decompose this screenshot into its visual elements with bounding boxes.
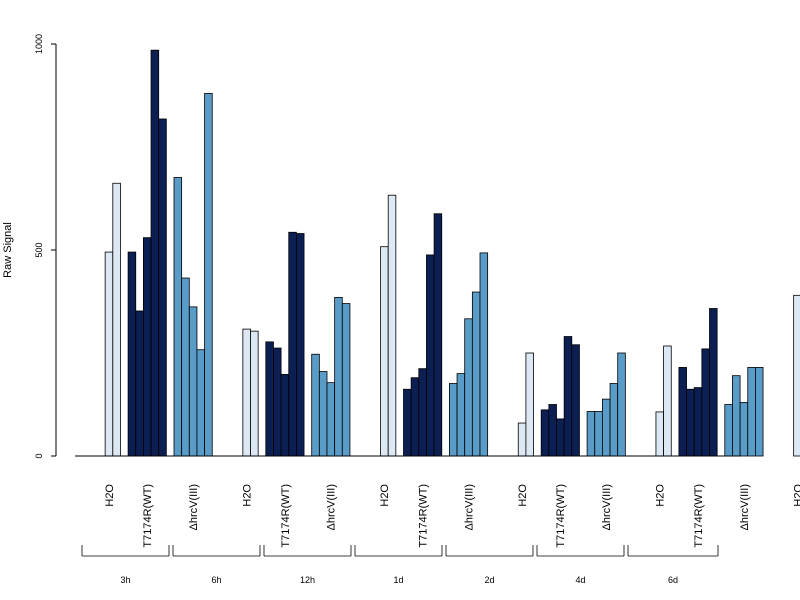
group-label: 4d — [575, 575, 585, 585]
bar — [334, 296, 343, 457]
bar — [104, 251, 114, 457]
bar — [127, 251, 137, 457]
bar — [517, 422, 527, 457]
condition-label: H2O — [104, 484, 116, 507]
condition-label: ΔhrcV(III) — [601, 484, 613, 530]
group-label: 6h — [211, 575, 221, 585]
group-brackets: 3h 6h 12h 1d 2d 4d 6d — [81, 545, 719, 585]
bar — [571, 344, 580, 457]
y-tick-label: 500 — [34, 242, 44, 257]
bars — [104, 49, 800, 457]
bar — [311, 353, 320, 457]
condition-label: T7174R(WT) — [693, 484, 705, 548]
bar — [732, 375, 741, 457]
bar — [280, 374, 290, 457]
bar — [204, 93, 213, 457]
bar — [747, 367, 756, 457]
bar — [295, 233, 305, 457]
bar — [250, 330, 259, 457]
condition-label: ΔhrcV(III) — [326, 484, 338, 530]
bar — [433, 213, 443, 457]
bar — [563, 336, 573, 457]
bar — [663, 345, 672, 457]
bar — [540, 409, 550, 457]
bar — [426, 254, 435, 457]
condition-label: T7174R(WT) — [142, 484, 154, 548]
bar — [150, 49, 160, 457]
bar — [602, 398, 611, 457]
condition-label: H2O — [379, 484, 391, 507]
bar — [418, 368, 427, 457]
y-tick-label: 0 — [34, 453, 44, 458]
bar — [693, 387, 703, 457]
condition-labels: H2O T7174R(WT) ΔhrcV(III) H2O T7174R(WT) Δhrc… — [104, 484, 800, 548]
bar — [525, 352, 534, 457]
bar — [318, 371, 328, 457]
bar — [403, 388, 412, 457]
group-label: 6d — [668, 575, 678, 585]
bar — [609, 383, 619, 457]
bar — [655, 411, 665, 457]
bar — [380, 246, 389, 457]
bar — [387, 194, 397, 457]
condition-label: ΔhrcV(III) — [463, 484, 475, 530]
bar — [471, 291, 481, 457]
bar — [793, 294, 800, 457]
bar — [724, 404, 733, 457]
condition-label: H2O — [655, 484, 667, 507]
bar — [755, 367, 764, 457]
bar — [341, 303, 351, 457]
bar — [196, 349, 205, 457]
bar — [701, 348, 710, 457]
bar — [173, 177, 183, 457]
y-axis: 0 500 1000 — [34, 34, 57, 459]
bar — [479, 252, 489, 457]
y-axis-title: Raw Signal — [2, 222, 14, 278]
condition-label: H2O — [517, 484, 529, 507]
bar — [112, 182, 121, 457]
group-label: 3h — [120, 575, 130, 585]
group-label: 12h — [300, 575, 315, 585]
bar — [709, 308, 718, 457]
bar — [273, 347, 282, 457]
bar — [464, 318, 473, 457]
bar — [617, 352, 626, 457]
bar — [181, 277, 190, 457]
bar — [410, 377, 420, 457]
condition-label: T7174R(WT) — [280, 484, 292, 548]
condition-label: T7174R(WT) — [555, 484, 567, 548]
bar — [586, 411, 596, 457]
bar — [448, 383, 458, 457]
bar — [594, 411, 603, 457]
condition-label: H2O — [792, 484, 800, 507]
bar — [188, 306, 198, 457]
condition-label: H2O — [242, 484, 254, 507]
bar — [739, 402, 749, 457]
bar — [242, 328, 251, 457]
condition-label: T7174R(WT) — [417, 484, 429, 548]
bar — [456, 373, 466, 457]
group-label: 1d — [393, 575, 403, 585]
group-label: 2d — [484, 575, 494, 585]
bar — [326, 382, 336, 457]
y-tick-label: 1000 — [34, 34, 44, 54]
bar — [556, 418, 565, 457]
bar — [142, 237, 152, 457]
bar — [265, 341, 274, 457]
condition-label: ΔhrcV(III) — [739, 484, 751, 530]
condition-label: ΔhrcV(III) — [188, 484, 200, 530]
bar — [686, 388, 695, 457]
bar — [158, 118, 167, 457]
bar — [548, 404, 557, 457]
bar — [678, 367, 687, 457]
bar — [288, 231, 297, 457]
bar — [135, 310, 144, 457]
